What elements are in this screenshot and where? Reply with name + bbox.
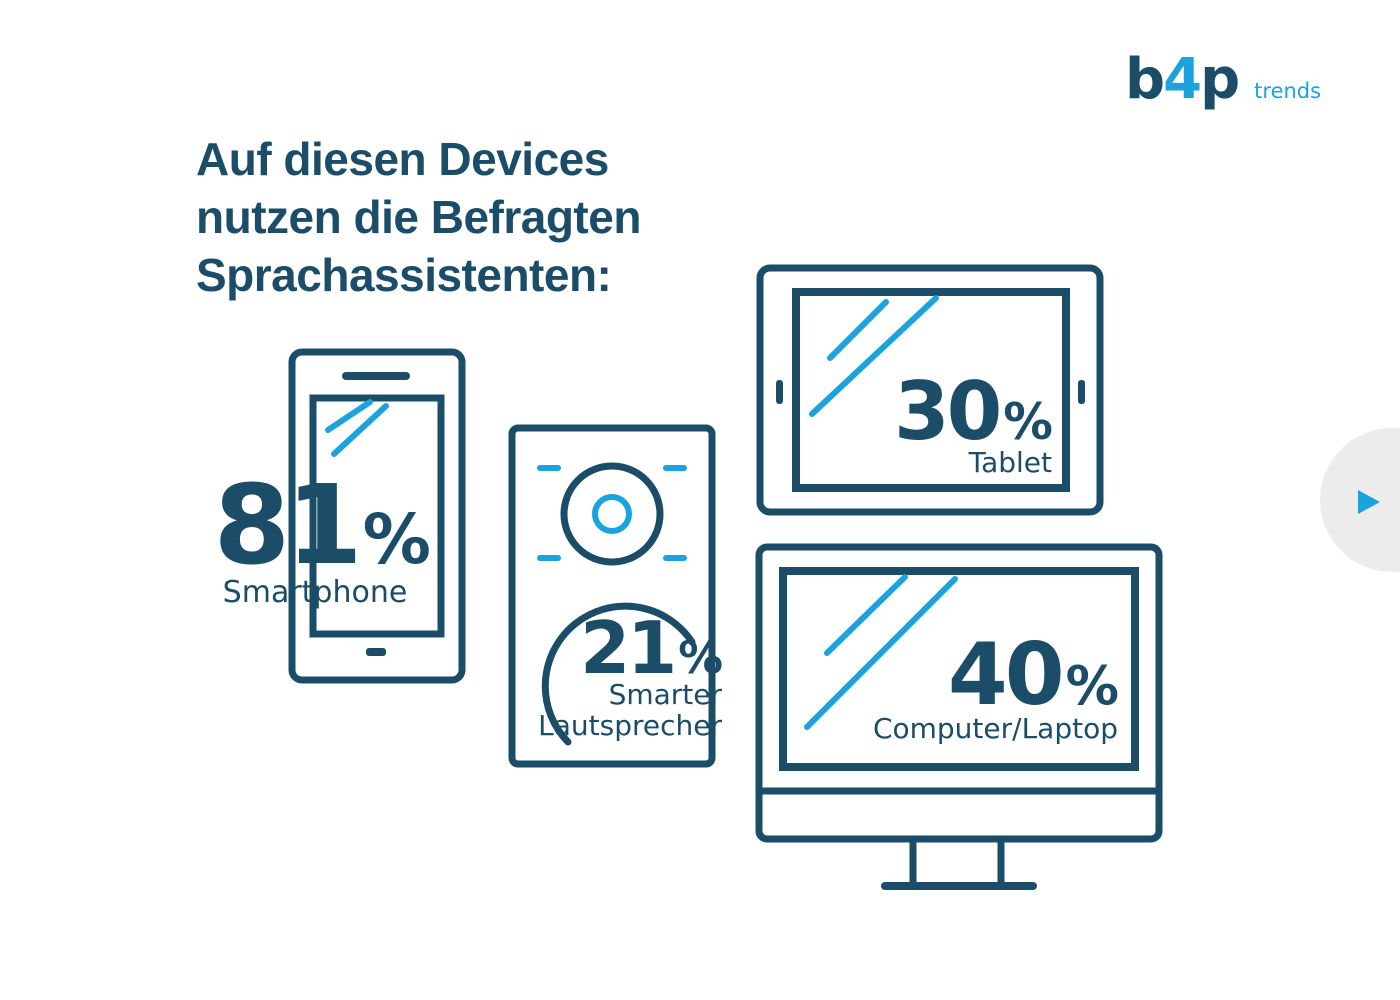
smartphone-icon <box>288 348 466 684</box>
data-label: 81% <box>213 461 431 589</box>
smart-speaker-icon <box>508 424 716 768</box>
stat-tablet: 30% Tablet <box>880 365 1053 479</box>
page-title: Auf diesen Devices nutzen die Befragten … <box>196 130 756 304</box>
title-line: Sprachassistenten: <box>196 249 612 301</box>
series-label: Smartphone <box>222 575 408 610</box>
next-slide-button[interactable] <box>1320 428 1400 572</box>
series-label: Smarter <box>608 678 722 711</box>
b4p-trends-logo: b4p trends <box>1125 52 1321 108</box>
monitor-icon <box>755 543 1163 890</box>
series-label: Tablet <box>968 446 1052 479</box>
data-label: 21% <box>580 606 723 690</box>
title-line: Auf diesen Devices <box>196 133 609 185</box>
title-line: nutzen die Befragten <box>196 191 641 243</box>
logo-wordmark: b4p <box>1125 47 1240 112</box>
tablet-icon <box>756 264 1104 516</box>
stat-smart-speaker: 21% Smarter Lautsprecher <box>500 606 723 742</box>
data-label: 40% <box>947 625 1119 725</box>
series-label: Computer/Laptop <box>872 712 1118 745</box>
stat-smartphone: 81% Smartphone <box>200 461 431 610</box>
play-arrow-icon <box>1358 490 1380 514</box>
series-label: Lautsprecher <box>538 708 722 742</box>
logo-subtitle: trends <box>1254 79 1322 103</box>
stat-computer: 40% Computer/Laptop <box>820 625 1119 745</box>
data-label: 30% <box>893 365 1053 458</box>
